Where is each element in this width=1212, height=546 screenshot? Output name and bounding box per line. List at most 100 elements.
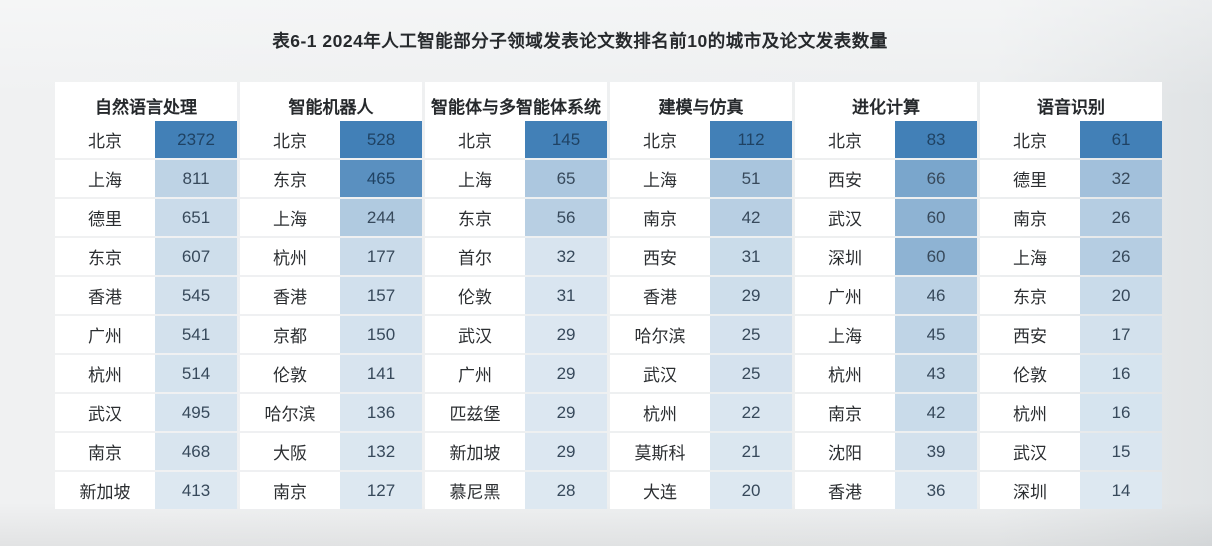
city-cell: 广州 [795, 277, 896, 314]
value-cell: 141 [340, 355, 422, 392]
city-cell: 匹兹堡 [425, 394, 526, 431]
value-cell: 60 [895, 238, 977, 275]
value-cell: 514 [155, 355, 237, 392]
city-cell: 杭州 [980, 394, 1081, 431]
city-cell: 伦敦 [980, 355, 1081, 392]
city-cell: 深圳 [980, 472, 1081, 509]
city-cell: 西安 [610, 238, 711, 275]
value-cell: 495 [155, 394, 237, 431]
value-cell: 66 [895, 160, 977, 197]
column-group: 语音识别 北京 61 德里 32 南京 26 上海 26 东京 20 西安 17 伦敦 16 杭州 16 武汉 15… [980, 82, 1162, 509]
city-cell: 大阪 [240, 433, 341, 470]
value-cell: 65 [525, 160, 607, 197]
city-cell: 南京 [610, 199, 711, 236]
value-cell: 28 [525, 472, 607, 509]
value-cell: 413 [155, 472, 237, 509]
city-cell: 西安 [980, 316, 1081, 353]
value-cell: 46 [895, 277, 977, 314]
value-cell: 25 [710, 355, 792, 392]
value-cell: 29 [525, 394, 607, 431]
value-cell: 36 [895, 472, 977, 509]
value-cell: 811 [155, 160, 237, 197]
value-cell: 45 [895, 316, 977, 353]
column-header: 语音识别 [980, 82, 1162, 128]
column-group: 智能体与多智能体系统 北京 145 上海 65 东京 56 首尔 32 伦敦 31 武汉 29 广州 29 匹… [425, 82, 607, 509]
city-cell: 首尔 [425, 238, 526, 275]
city-cell: 德里 [980, 160, 1081, 197]
value-cell: 14 [1080, 472, 1162, 509]
table-title: 表6-1 2024年人工智能部分子领域发表论文数排名前10的城市及论文发表数量 [272, 31, 888, 51]
city-cell: 南京 [980, 199, 1081, 236]
city-cell: 上海 [55, 160, 156, 197]
value-cell: 545 [155, 277, 237, 314]
value-cell: 56 [525, 199, 607, 236]
value-cell: 51 [710, 160, 792, 197]
city-cell: 北京 [425, 121, 526, 158]
value-cell: 16 [1080, 355, 1162, 392]
value-cell: 112 [710, 121, 792, 158]
value-cell: 20 [1080, 277, 1162, 314]
city-cell: 武汉 [425, 316, 526, 353]
city-cell: 大连 [610, 472, 711, 509]
city-cell: 上海 [795, 316, 896, 353]
value-cell: 26 [1080, 238, 1162, 275]
value-cell: 20 [710, 472, 792, 509]
city-cell: 杭州 [55, 355, 156, 392]
city-cell: 杭州 [610, 394, 711, 431]
value-cell: 132 [340, 433, 422, 470]
city-cell: 香港 [240, 277, 341, 314]
city-cell: 武汉 [795, 199, 896, 236]
value-cell: 651 [155, 199, 237, 236]
city-cell: 东京 [55, 238, 156, 275]
city-cell: 东京 [980, 277, 1081, 314]
city-cell: 深圳 [795, 238, 896, 275]
value-cell: 29 [525, 433, 607, 470]
column-header: 智能体与多智能体系统 [425, 82, 607, 128]
value-cell: 43 [895, 355, 977, 392]
column-group: 智能机器人 北京 528 东京 465 上海 244 杭州 177 香港 157 京都 150 伦敦 141… [240, 82, 422, 509]
value-cell: 157 [340, 277, 422, 314]
column-header: 自然语言处理 [55, 82, 237, 128]
city-cell: 上海 [425, 160, 526, 197]
value-cell: 541 [155, 316, 237, 353]
value-cell: 2372 [155, 121, 237, 158]
value-cell: 15 [1080, 433, 1162, 470]
value-cell: 83 [895, 121, 977, 158]
value-cell: 31 [710, 238, 792, 275]
value-cell: 39 [895, 433, 977, 470]
city-cell: 武汉 [610, 355, 711, 392]
heatmap-table: 自然语言处理 北京 2372 上海 811 德里 651 东京 607 香港 545 广州 541 杭州 5… [55, 82, 1162, 509]
value-cell: 528 [340, 121, 422, 158]
city-cell: 北京 [795, 121, 896, 158]
city-cell: 新加坡 [425, 433, 526, 470]
city-cell: 德里 [55, 199, 156, 236]
city-cell: 伦敦 [240, 355, 341, 392]
value-cell: 31 [525, 277, 607, 314]
city-cell: 东京 [425, 199, 526, 236]
value-cell: 150 [340, 316, 422, 353]
value-cell: 607 [155, 238, 237, 275]
city-cell: 上海 [980, 238, 1081, 275]
value-cell: 136 [340, 394, 422, 431]
value-cell: 127 [340, 472, 422, 509]
value-cell: 42 [710, 199, 792, 236]
value-cell: 17 [1080, 316, 1162, 353]
city-cell: 南京 [55, 433, 156, 470]
city-cell: 京都 [240, 316, 341, 353]
value-cell: 32 [525, 238, 607, 275]
city-cell: 广州 [55, 316, 156, 353]
value-cell: 29 [525, 355, 607, 392]
value-cell: 26 [1080, 199, 1162, 236]
value-cell: 21 [710, 433, 792, 470]
city-cell: 东京 [240, 160, 341, 197]
value-cell: 16 [1080, 394, 1162, 431]
city-cell: 伦敦 [425, 277, 526, 314]
city-cell: 西安 [795, 160, 896, 197]
city-cell: 莫斯科 [610, 433, 711, 470]
value-cell: 177 [340, 238, 422, 275]
city-cell: 武汉 [55, 394, 156, 431]
city-cell: 上海 [610, 160, 711, 197]
value-cell: 32 [1080, 160, 1162, 197]
value-cell: 61 [1080, 121, 1162, 158]
